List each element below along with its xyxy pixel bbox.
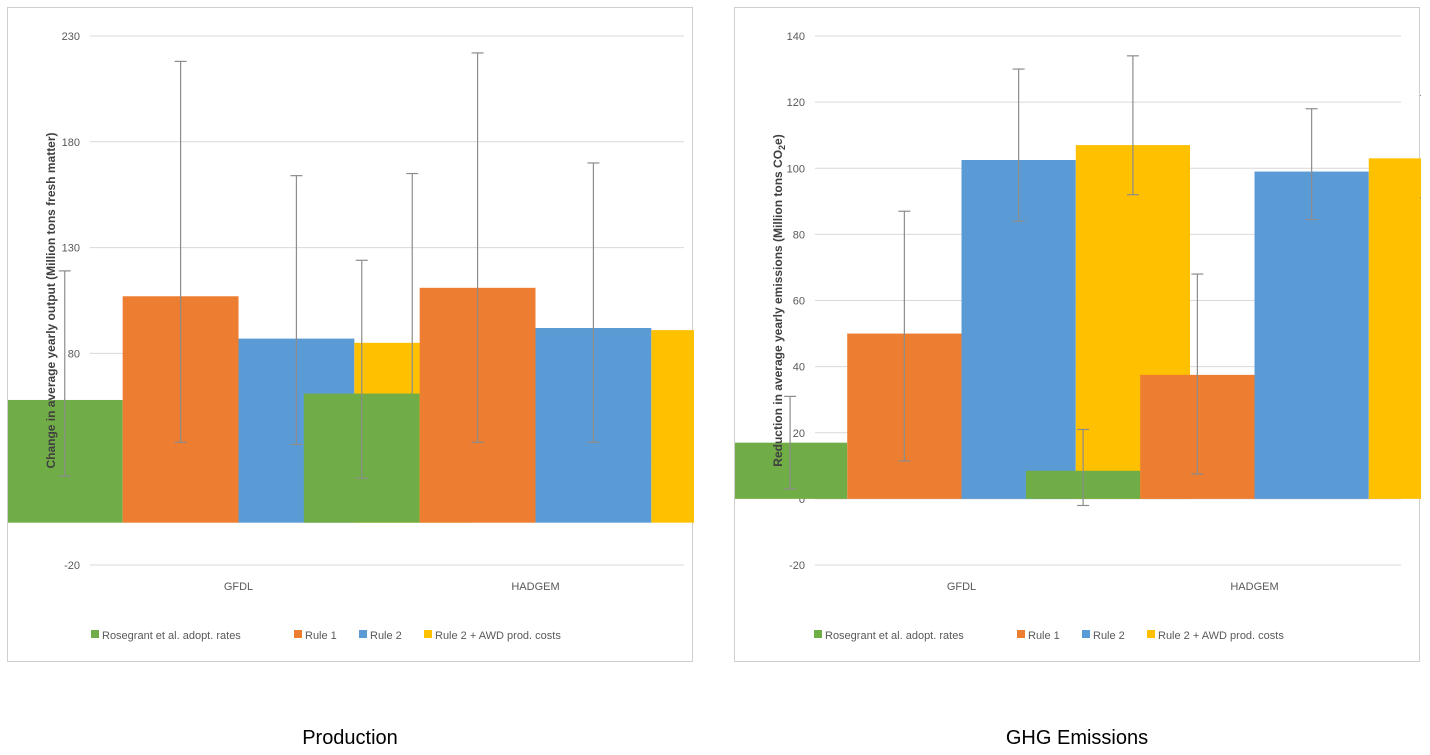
bar-rule-2-awd-prod-costs-hadgem [1368,158,1421,499]
legend-swatch-rosegrant-et-al-adopt-rates [91,630,99,638]
ghg-emissions-chart-panel: 140 120 100 80 60 40 20 0 -20 GFDL HADGEM Reduction… [734,7,1421,662]
y-tick-label: -20 [64,560,80,572]
legend-label-rule-2-awd-prod-costs: Rule 2 + AWD prod. costs [1158,630,1284,642]
y-axis-title: Reduction in average yearly emissions (M… [771,134,787,466]
legend-label-rule-1: Rule 1 [1028,630,1060,642]
legend-label-rule-2-awd-prod-costs: Rule 2 + AWD prod. costs [435,630,561,642]
y-axis-title-tail: e) [771,134,785,145]
x-category-label-gfdl: GFDL [947,581,976,593]
ghg-emissions-caption: GHG Emissions [1005,727,1149,749]
ghg-emissions-chart: 140 120 100 80 60 40 20 0 -20 GFDL HADGEM Reduction… [735,31,1421,642]
bar-rosegrant-et-al-adopt-rates-gfdl [735,442,848,499]
legend-swatch-rule-2 [1082,630,1090,638]
bar-rule-2-hadgem [1254,171,1369,499]
legend-label-rosegrant-et-al-adopt-rates: Rosegrant et al. adopt. rates [102,630,241,642]
y-tick-label: 0 [799,494,805,506]
y-tick-label: 120 [787,97,805,109]
legend-label-rule-2: Rule 2 [370,630,402,642]
legend-label-rule-2: Rule 2 [1093,630,1125,642]
legend-swatch-rule-2-awd-prod-costs [1147,630,1155,638]
legend-swatch-rule-1 [294,630,302,638]
legend-label-rosegrant-et-al-adopt-rates: Rosegrant et al. adopt. rates [825,630,964,642]
legend-swatch-rule-1 [1017,630,1025,638]
y-axis-title: Change in average yearly output (Million… [44,132,58,468]
y-tick-label: 40 [793,362,805,374]
y-axis-title-subscript: 2 [777,145,787,150]
legend-label-rule-1: Rule 1 [305,630,337,642]
y-tick-label: 80 [68,348,80,360]
x-category-label-hadgem: HADGEM [511,581,559,593]
y-tick-label: 100 [787,163,805,175]
y-tick-label: 180 [62,137,80,149]
bar-rule-2-awd-prod-costs-hadgem [651,330,694,523]
x-category-label-gfdl: GFDL [224,581,253,593]
x-category-label-hadgem: HADGEM [1230,581,1278,593]
legend-swatch-rule-2 [359,630,367,638]
legend-swatch-rosegrant-et-al-adopt-rates [814,630,822,638]
y-tick-label: 80 [793,229,805,241]
y-tick-label: 20 [793,428,805,440]
legend-swatch-rule-2-awd-prod-costs [424,630,432,638]
y-tick-label: -20 [789,560,805,572]
production-caption: Production [302,727,398,749]
y-tick-label: 230 [62,31,80,43]
y-tick-label: 130 [62,243,80,255]
y-tick-label: 140 [787,31,805,43]
y-tick-label: 60 [793,296,805,308]
